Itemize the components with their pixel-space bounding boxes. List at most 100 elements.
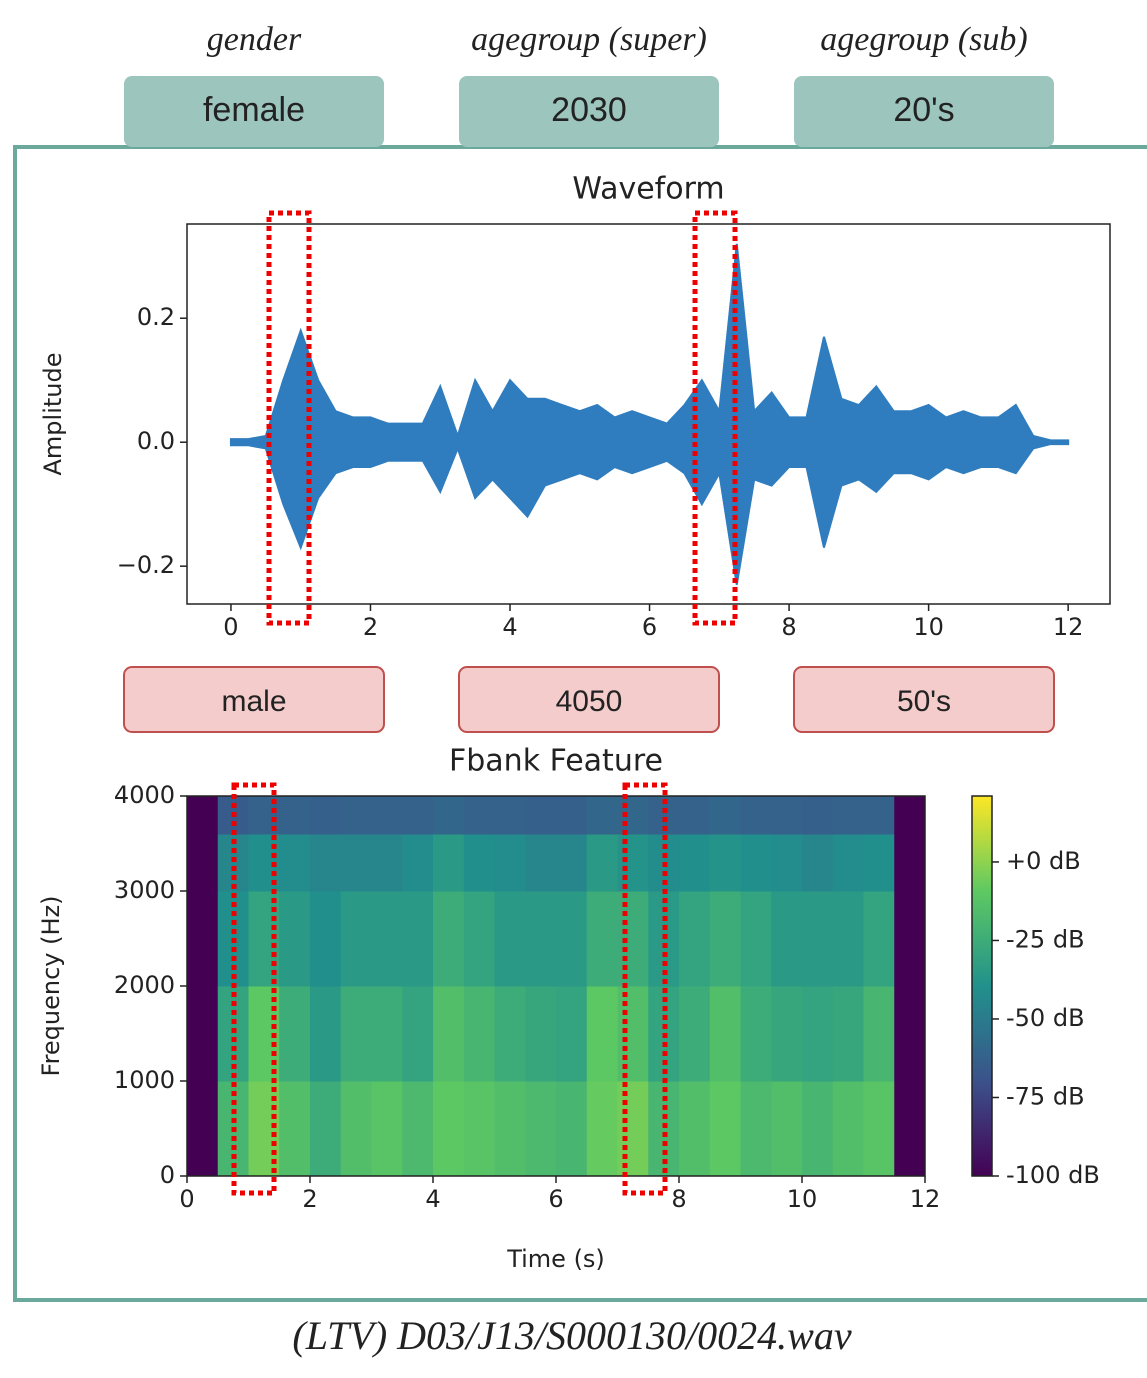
y-axis-label: Amplitude xyxy=(39,353,67,476)
colorbar-tick-label: -75 dB xyxy=(1006,1082,1085,1110)
heatmap-cell xyxy=(402,891,434,987)
heatmap-cell xyxy=(894,891,926,987)
heatmap-cell xyxy=(586,1081,618,1177)
heatmap-cell xyxy=(894,986,926,1082)
heatmap-cell xyxy=(402,834,434,892)
heatmap-cell xyxy=(740,834,772,892)
heatmap-cell xyxy=(525,891,557,987)
heatmap-cell xyxy=(832,796,864,835)
heatmap-cell xyxy=(617,891,649,987)
heatmap-cell xyxy=(586,834,618,892)
x-tick-label: 10 xyxy=(787,1185,818,1213)
y-tick-label: −0.2 xyxy=(117,551,175,579)
label-heading: agegroup (super) xyxy=(471,21,707,58)
heatmap-cell xyxy=(463,891,495,987)
colorbar-tick-label: -100 dB xyxy=(1006,1161,1100,1189)
heatmap-cell xyxy=(832,891,864,987)
y-tick-label: 3000 xyxy=(114,876,175,904)
heatmap-cell xyxy=(894,834,926,892)
heatmap-cell xyxy=(463,834,495,892)
heatmap-cell xyxy=(709,796,741,835)
x-tick-label: 8 xyxy=(781,613,796,641)
heatmap-cell xyxy=(894,1081,926,1177)
label-heading: agegroup (sub) xyxy=(820,21,1027,58)
heatmap-cell xyxy=(709,834,741,892)
y-tick-label: 0 xyxy=(160,1161,175,1189)
heatmap-cell xyxy=(802,986,834,1082)
heatmap-cell xyxy=(310,834,342,892)
heatmap-cell xyxy=(371,1081,403,1177)
colorbar xyxy=(971,795,993,1177)
x-tick-label: 10 xyxy=(913,613,944,641)
prediction-value: 50's xyxy=(897,685,951,718)
heatmap-cell xyxy=(310,986,342,1082)
heatmap-cell xyxy=(771,796,803,835)
heatmap-cell xyxy=(433,891,465,987)
heatmap-cell xyxy=(832,986,864,1082)
prediction-box xyxy=(793,666,1055,733)
heatmap-cell xyxy=(802,891,834,987)
label-value: female xyxy=(203,91,305,129)
heatmap-cell xyxy=(494,986,526,1082)
heatmap-cell xyxy=(371,891,403,987)
heatmap-cell xyxy=(863,1081,895,1177)
prediction-box xyxy=(123,666,385,733)
heatmap-cell xyxy=(802,834,834,892)
x-tick-label: 0 xyxy=(179,1185,194,1213)
plot-frame xyxy=(186,223,1111,605)
heatmap-cell xyxy=(433,986,465,1082)
heatmap-cell xyxy=(494,1081,526,1177)
heatmap-cell xyxy=(617,834,649,892)
x-tick-label: 6 xyxy=(548,1185,563,1213)
heatmap-cell xyxy=(832,834,864,892)
x-tick-label: 4 xyxy=(425,1185,440,1213)
chart-title: Fbank Feature xyxy=(449,744,663,779)
label-value: 2030 xyxy=(551,91,627,129)
heatmap-cell xyxy=(433,796,465,835)
caption: (LTV) D03/J13/S000130/0024.wav xyxy=(292,1313,851,1358)
heatmap-cell xyxy=(617,796,649,835)
heatmap-cell xyxy=(556,1081,588,1177)
label-box xyxy=(124,76,384,147)
heatmap-cell xyxy=(586,986,618,1082)
heatmap-cell xyxy=(709,891,741,987)
x-tick-label: 2 xyxy=(302,1185,317,1213)
heatmap-cell xyxy=(556,834,588,892)
heatmap-cell xyxy=(894,796,926,835)
heatmap-cell xyxy=(279,834,311,892)
heatmap-cell xyxy=(740,1081,772,1177)
colorbar-tick-label: -25 dB xyxy=(1006,925,1085,953)
x-tick-label: 12 xyxy=(910,1185,941,1213)
heatmap-cell xyxy=(679,834,711,892)
heatmap-cell xyxy=(310,1081,342,1177)
label-box xyxy=(794,76,1054,147)
heatmap-cell xyxy=(679,796,711,835)
heatmap-cell xyxy=(310,796,342,835)
heatmap-cell xyxy=(771,891,803,987)
heatmap-cell xyxy=(679,1081,711,1177)
heatmap-cell xyxy=(310,891,342,987)
highlight-boxes xyxy=(231,210,738,1196)
heatmap-cell xyxy=(863,834,895,892)
x-tick-label: 8 xyxy=(671,1185,686,1213)
heatmap-cell xyxy=(187,891,219,987)
prediction-box xyxy=(458,666,720,733)
heatmap-cell xyxy=(494,891,526,987)
heatmap-cell xyxy=(679,986,711,1082)
heatmap-cell xyxy=(525,986,557,1082)
heatmap-cell xyxy=(863,986,895,1082)
heatmap-cell xyxy=(802,1081,834,1177)
heatmap-cell xyxy=(340,891,372,987)
prediction-value: 4050 xyxy=(556,685,623,718)
label-heading: gender xyxy=(207,21,302,58)
heatmap-cell xyxy=(525,796,557,835)
heatmap-cell xyxy=(617,986,649,1082)
heatmap-cell xyxy=(556,796,588,835)
heatmap-cell xyxy=(340,796,372,835)
heatmap-cell xyxy=(494,834,526,892)
heatmap-cell xyxy=(463,986,495,1082)
heatmap-cell xyxy=(863,796,895,835)
label-box xyxy=(459,76,719,147)
heatmap-cell xyxy=(279,986,311,1082)
